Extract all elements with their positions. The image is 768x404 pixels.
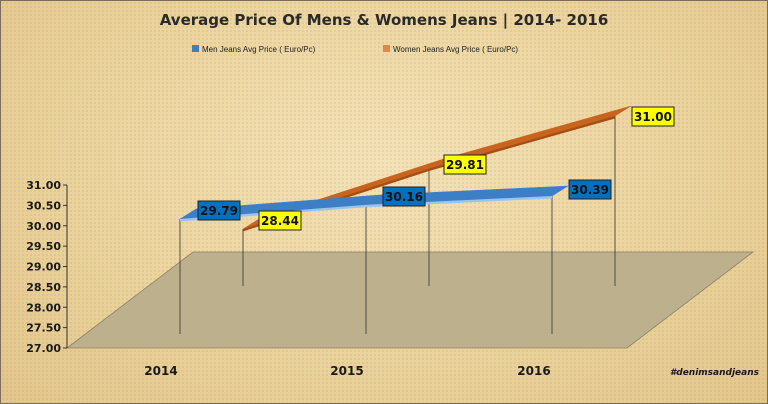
data-label: 29.81 (446, 158, 484, 172)
data-label-box (568, 179, 612, 200)
y-tick-label: 30.00 (26, 220, 61, 233)
data-labels: 29.79 30.16 30.39 28.44 29.81 31.00 (197, 106, 675, 231)
y-tick-label: 31.00 (26, 179, 61, 192)
y-tick-label: 30.50 (26, 199, 61, 212)
series-ribbon-top (428, 105, 632, 169)
legend-swatch-men (192, 45, 199, 52)
data-label: 30.16 (385, 190, 423, 204)
y-tick-label: 27.50 (26, 322, 61, 335)
data-label-box (197, 200, 241, 221)
legend-label-men: Men Jeans Avg Price ( Euro/Pc) (202, 45, 316, 54)
y-tick-label: 28.00 (26, 301, 61, 314)
y-tick-label: 28.50 (26, 281, 61, 294)
data-label: 29.79 (200, 204, 238, 218)
legend-label-women: Women Jeans Avg Price ( Euro/Pc) (393, 45, 518, 54)
y-tick-label: 29.50 (26, 240, 61, 253)
x-tick-label: 2016 (517, 364, 550, 378)
series-ribbons (179, 105, 632, 232)
y-ticks: 31.00 30.50 30.00 29.50 29.00 28.50 28.00 27.50… (26, 179, 67, 355)
drop-lines (179, 116, 616, 334)
x-ticks: 2014 2015 2016 (144, 364, 550, 378)
data-label-box (258, 210, 302, 231)
hashtag-annotation: #denimsandjeans (670, 368, 760, 378)
data-label-box (382, 186, 426, 207)
x-tick-label: 2015 (330, 364, 363, 378)
data-label: 31.00 (634, 110, 672, 124)
data-label: 30.39 (571, 183, 609, 197)
legend-swatch-women (383, 45, 390, 52)
data-label-box (631, 106, 675, 127)
chart-title: Average Price Of Mens & Womens Jeans | 2… (160, 11, 609, 30)
data-label: 28.44 (261, 214, 299, 228)
y-tick-label: 29.00 (26, 261, 61, 274)
chart-floor (65, 251, 755, 349)
y-tick-label: 27.00 (26, 342, 61, 355)
x-tick-label: 2014 (144, 364, 177, 378)
data-label-box (443, 154, 487, 175)
